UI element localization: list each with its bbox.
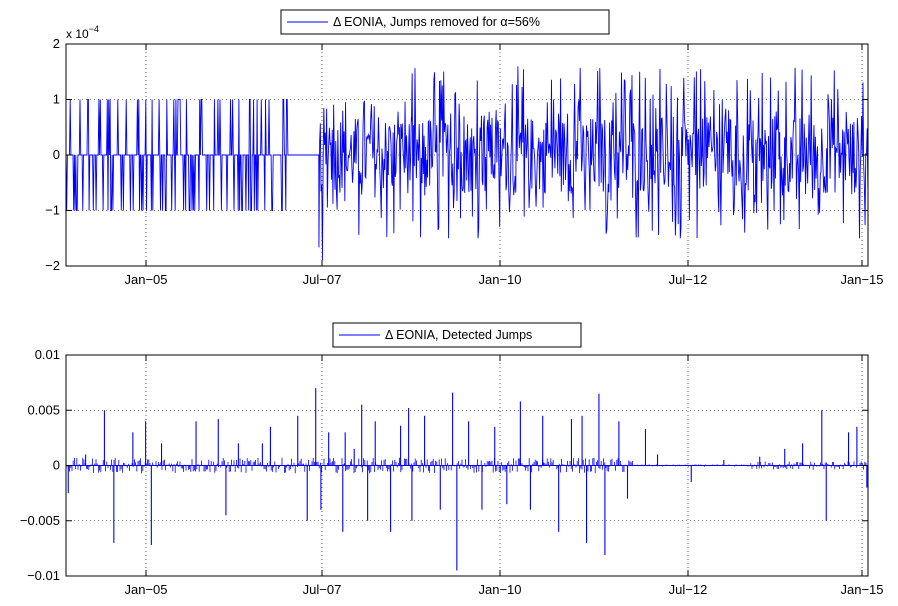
y-tick-label: −0.005: [20, 513, 60, 528]
x-tick-label: Jan−05: [124, 582, 167, 597]
y-tick-label: 0.01: [35, 347, 60, 362]
y-tick-label: −2: [45, 258, 60, 273]
x-tick-label: Jan−15: [840, 272, 883, 287]
chart-panel-bottom: Jan−05 Jul−07 Jan−10 Jul−12 Jan−15 0.01 0.005…: [20, 322, 884, 597]
x-tick-label: Jul−12: [669, 582, 708, 597]
ticks-bottom: [66, 354, 868, 577]
x-tick-label: Jul−07: [303, 582, 342, 597]
x-tick-labels-top: Jan−05 Jul−07 Jan−10 Jul−12 Jan−15: [124, 272, 883, 287]
exponent-power: −4: [89, 24, 99, 34]
y-tick-label: 0.005: [27, 402, 60, 417]
y-tick-label: −1: [45, 203, 60, 218]
legend-top: Δ EONIA, Jumps removed for α=56%: [280, 9, 610, 35]
legend-box-top: [280, 9, 610, 35]
x-tick-label: Jul−07: [303, 272, 342, 287]
y-tick-label: 0: [53, 147, 60, 162]
x-tick-label: Jan−15: [840, 582, 883, 597]
x-tick-label: Jan−05: [124, 272, 167, 287]
legend-bottom: Δ EONIA, Detected Jumps: [332, 322, 582, 348]
y-tick-labels-top: 2 1 0 −1 −2: [45, 36, 60, 273]
x-tick-label: Jan−10: [478, 582, 521, 597]
y-tick-label: 2: [53, 36, 60, 51]
legend-label-bottom: Δ EONIA, Detected Jumps: [385, 328, 532, 342]
series-top: [65, 66, 869, 261]
x-tick-labels-bottom: Jan−05 Jul−07 Jan−10 Jul−12 Jan−15: [124, 582, 883, 597]
y-tick-labels-bottom: 0.01 0.005 0 −0.005 −0.01: [20, 347, 60, 583]
legend-label-top: Δ EONIA, Jumps removed for α=56%: [333, 15, 540, 29]
chart-panel-top: Jan−05 Jul−07 Jan−10 Jul−12 Jan−15 2 1 0 −1 −2 x…: [45, 9, 884, 287]
y-tick-label: 0: [53, 458, 60, 473]
series-line: [65, 66, 869, 261]
y-tick-label: 1: [53, 92, 60, 107]
series-bottom: [65, 388, 868, 571]
y-tick-label: −0.01: [27, 568, 60, 583]
exponent-label: x 10−4: [66, 24, 99, 41]
x-tick-label: Jan−10: [478, 272, 521, 287]
ticks-top: [66, 43, 868, 267]
x-tick-label: Jul−12: [669, 272, 708, 287]
